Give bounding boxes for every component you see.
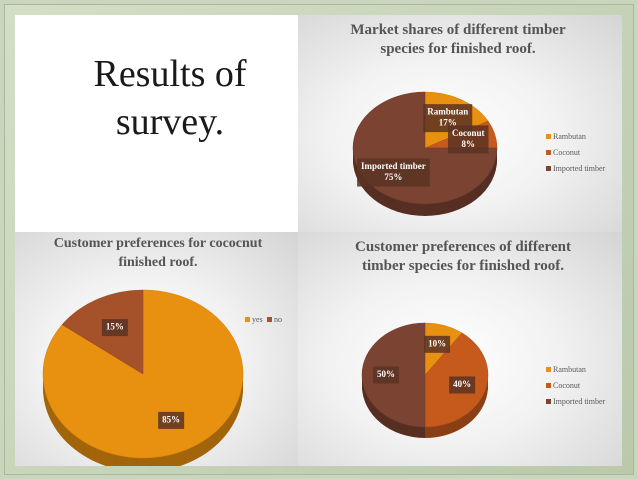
legend-label: Rambutan <box>553 365 586 374</box>
label-box <box>357 158 430 187</box>
legend-label: Coconut <box>553 148 581 157</box>
label-box <box>447 125 489 154</box>
legend-label: no <box>274 315 282 324</box>
data-label: 40% <box>449 376 476 394</box>
legend-label: yes <box>252 315 263 324</box>
value-label: 40% <box>453 379 471 389</box>
legend-label: Rambutan <box>553 132 586 141</box>
category-label: Rambutan <box>427 107 468 117</box>
chart-panel: Customer preferences of different timber… <box>298 232 622 466</box>
legend-label: Imported timber <box>553 164 606 173</box>
chart-title: Customer preferences for cococnut finish… <box>53 236 263 270</box>
data-label: 15% <box>101 319 128 337</box>
legend-swatch <box>546 383 551 388</box>
legend-swatch <box>546 150 551 155</box>
legend-label: Imported timber <box>553 397 606 406</box>
legend-label: Coconut <box>553 381 581 390</box>
value-label: 75% <box>384 172 402 182</box>
category-label: Imported timber <box>361 161 426 171</box>
legend-swatch <box>546 166 551 171</box>
label-box <box>449 376 476 394</box>
pie-chart: 85% 15% yes no <box>42 289 282 466</box>
slide-title: Results of survey. <box>93 53 247 143</box>
label-box <box>158 411 185 429</box>
value-label: 17% <box>439 118 457 128</box>
label-box <box>424 335 451 353</box>
label-box <box>372 366 399 384</box>
legend-swatch <box>546 367 551 372</box>
value-label: 10% <box>428 338 446 348</box>
legend-swatch <box>546 134 551 139</box>
category-label: Coconut <box>452 128 485 138</box>
title-panel <box>15 15 298 232</box>
legend-swatch <box>245 317 250 322</box>
chart-title: Customer preferences of different timber… <box>355 239 571 274</box>
value-label: 85% <box>162 414 180 424</box>
legend-swatch <box>267 317 272 322</box>
legend-swatch <box>546 399 551 404</box>
pie-chart: 10% 40% 50% Rambutan Coconut Imported timber <box>361 322 606 438</box>
chart-panel: Market shares of different timber specie… <box>298 15 622 232</box>
data-label: 50% <box>372 366 399 384</box>
value-label: 15% <box>106 322 124 332</box>
value-label: 50% <box>377 369 395 379</box>
data-label: 10% <box>424 335 451 353</box>
chart-title: Market shares of different timber specie… <box>350 22 566 57</box>
chart-panel: Customer preferences for cococnut finish… <box>15 232 298 466</box>
data-label: 85% <box>158 411 185 429</box>
value-label: 8% <box>461 139 475 149</box>
label-box <box>101 319 128 337</box>
